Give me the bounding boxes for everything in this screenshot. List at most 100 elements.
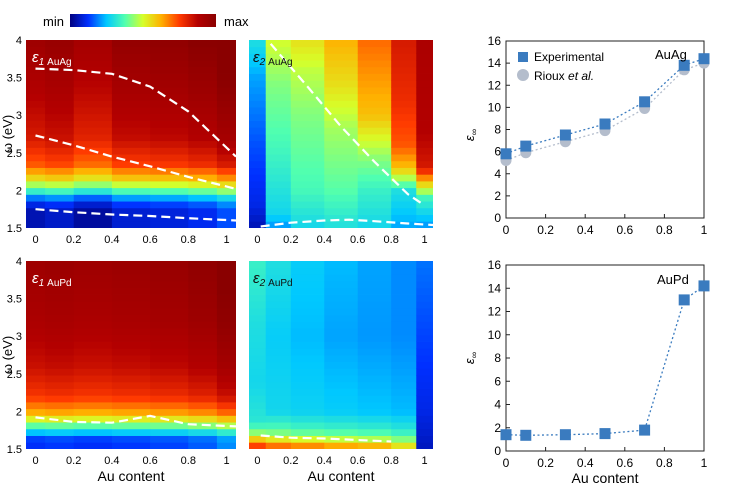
heatmap-cell [416, 355, 433, 363]
heatmap-cell [391, 402, 417, 410]
heatmap-cell [391, 181, 417, 189]
heatmap-cell [265, 160, 292, 168]
heatmap-cell [45, 341, 75, 349]
heatmap-cell [73, 181, 113, 189]
heatmap-cell [249, 207, 267, 215]
heatmap-cell [357, 53, 392, 61]
heatmap-cell [26, 66, 46, 74]
heatmap-cell [290, 147, 325, 155]
heatmap-cell [188, 442, 218, 449]
heatmap-cell [150, 267, 189, 275]
legend-label-rioux-suffix: et al. [565, 69, 594, 83]
heatmap-cell [290, 341, 325, 349]
data-point-square [599, 118, 611, 130]
heatmap-cell [290, 321, 325, 329]
x-tick-label: 0.4 [577, 456, 594, 470]
heatmap-cell [73, 40, 113, 48]
heatmap-cell [73, 221, 113, 228]
legend-marker-experimental [518, 52, 528, 62]
heatmap-cell [357, 361, 392, 369]
dashed-curve [35, 208, 236, 222]
heatmap-cell [416, 73, 433, 81]
heatmap-cell [324, 93, 359, 101]
heatmap-cell [290, 428, 325, 436]
heatmap-cell [216, 66, 236, 74]
heatmap-cell [188, 140, 218, 148]
heatmap-cell [45, 207, 75, 215]
heatmap-cell [357, 274, 392, 282]
heatmap-cell [188, 348, 218, 356]
heatmap-cell [73, 395, 113, 403]
heatmap-cell [111, 127, 151, 135]
heatmap-cell [249, 160, 267, 168]
x-tick-label: 0.2 [537, 456, 554, 470]
heatmap-cell [216, 261, 236, 269]
title-symbol: ε [32, 49, 39, 66]
heatmap-cell [249, 46, 267, 54]
heatmap-cell [26, 100, 46, 108]
heatmap-cell [391, 87, 417, 95]
heatmap-cell [111, 301, 151, 309]
y-tick-label: 2.5 [7, 148, 22, 160]
heatmap-cell [324, 281, 359, 289]
heatmap-cell [150, 174, 189, 182]
heatmap-cell [265, 381, 292, 389]
heatmap-cell [290, 301, 325, 309]
x-tick-label: 0.6 [142, 455, 157, 467]
heatmap-cell [150, 334, 189, 342]
heatmap-cell [73, 334, 113, 342]
heatmap-cell [290, 181, 325, 189]
heatmap-cell [150, 395, 189, 403]
x-tick-label: 1 [223, 234, 229, 246]
heatmap-cell [150, 321, 189, 329]
heatmap-cell [73, 207, 113, 215]
heatmap-cell [391, 388, 417, 396]
heatmap-cell [26, 408, 46, 416]
data-point-square [639, 96, 651, 108]
heatmap-cell [416, 46, 433, 54]
heatmap-cell [357, 107, 392, 115]
heatmap-cell [249, 348, 267, 356]
heatmap-cell [416, 274, 433, 282]
heatmap-cell [45, 73, 75, 81]
heatmap-cell [324, 294, 359, 302]
data-point-square [698, 280, 710, 292]
heatmap-cell [265, 274, 292, 282]
heatmap-cell [290, 415, 325, 423]
xlabel-eps2-aupd: Au content [308, 468, 375, 484]
heatmap-cell [357, 422, 392, 430]
heatmap-cell [265, 127, 292, 135]
heatmap-cell [391, 201, 417, 209]
y-tick-label: 3.5 [7, 73, 22, 85]
heatmap-cell [45, 294, 75, 302]
heatmap-cell [188, 274, 218, 282]
heatmap-cell [265, 107, 292, 115]
heatmap-cell [290, 267, 325, 275]
heatmap-cell [416, 281, 433, 289]
heatmap-cell [357, 181, 392, 189]
heatmap-cell [265, 140, 292, 148]
heatmap-cell [357, 314, 392, 322]
heatmap-cell [188, 261, 218, 269]
heatmap-cell [150, 314, 189, 322]
heatmap-cell [73, 328, 113, 336]
heatmap-cell [150, 207, 189, 215]
heatmap-cell [26, 287, 46, 295]
heatmap-cell [324, 442, 359, 449]
plot-frame [505, 264, 705, 452]
legend-marker-rioux [517, 69, 529, 81]
heatmap-cell [265, 348, 292, 356]
heatmap-cell [73, 214, 113, 222]
heatmap-cell [290, 274, 325, 282]
heatmap-cell [357, 355, 392, 363]
heatmap-cell [188, 287, 218, 295]
heatmap-cell [416, 87, 433, 95]
heatmap-cell [249, 140, 267, 148]
y-tick-label: 2 [494, 189, 501, 203]
heatmap-cell [188, 402, 218, 410]
legend-label-experimental: Experimental [534, 50, 604, 64]
heatmap-cell [111, 40, 151, 48]
heatmap-cell [249, 87, 267, 95]
heatmap-cell [45, 46, 75, 54]
